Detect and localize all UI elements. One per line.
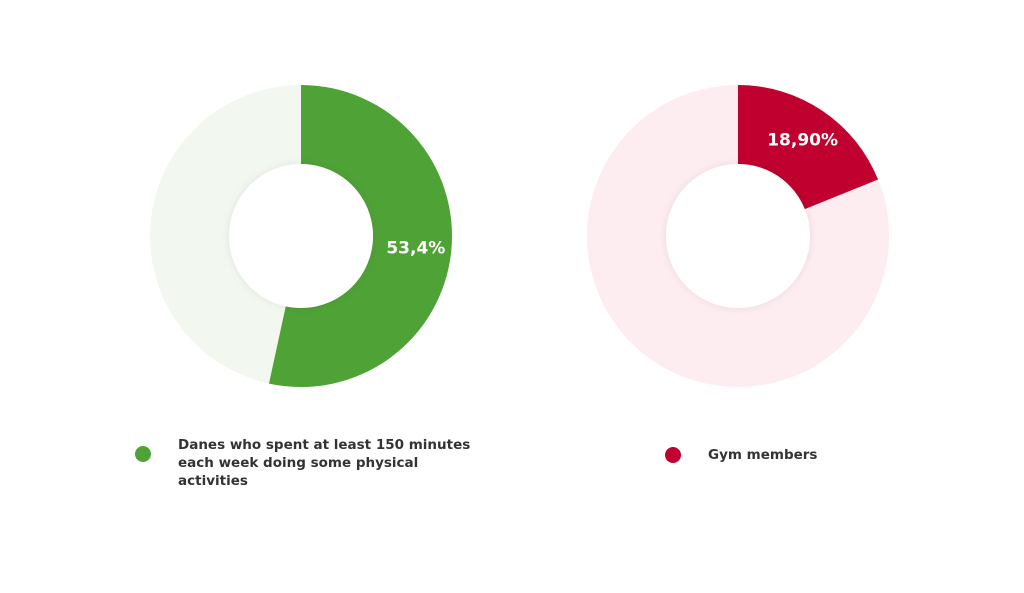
legend-text: Gym members — [708, 447, 818, 463]
donut-segment — [738, 85, 879, 210]
legend-dot — [135, 446, 151, 462]
legend-text: Danes who spent at least 150 minutes eac… — [178, 437, 471, 489]
donut-hole — [229, 164, 373, 308]
value-label: 18,90% — [767, 130, 838, 150]
value-label: 53,4% — [386, 238, 445, 258]
donut-segment — [268, 85, 453, 387]
donut-hole — [666, 164, 810, 308]
legend-dot — [665, 447, 681, 463]
